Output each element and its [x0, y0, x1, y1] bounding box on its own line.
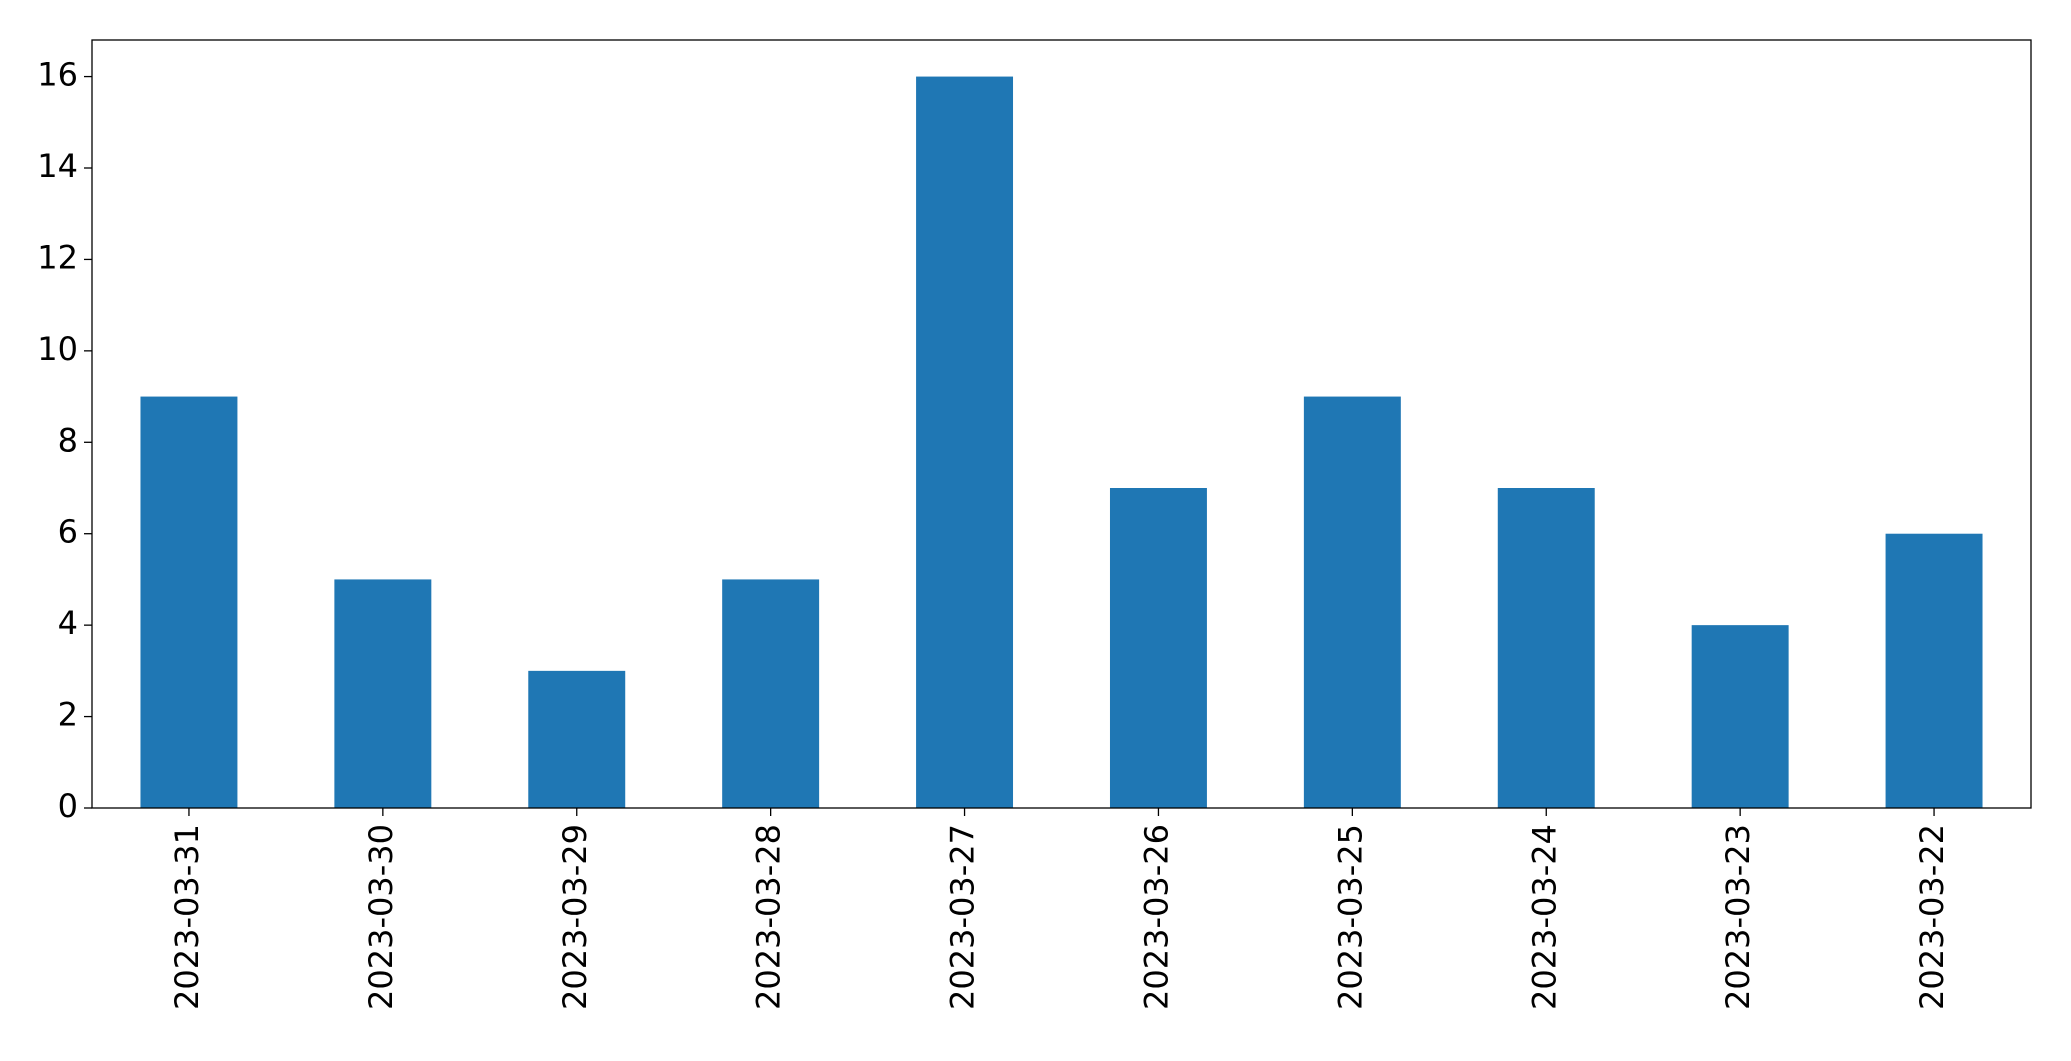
x-tick-label: 2023-03-23	[1719, 824, 1757, 1010]
y-tick-label: 14	[37, 147, 78, 185]
x-tick-label: 2023-03-26	[1137, 824, 1175, 1010]
x-tick-label: 2023-03-28	[750, 824, 788, 1010]
x-tick-label: 2023-03-27	[944, 824, 982, 1010]
y-tick-label: 10	[37, 330, 78, 368]
x-tick-label: 2023-03-22	[1913, 824, 1951, 1010]
y-tick-label: 0	[58, 787, 78, 825]
bar	[1885, 533, 1983, 808]
y-tick-label: 2	[58, 696, 78, 734]
y-tick-label: 6	[58, 513, 78, 551]
x-tick-label: 2023-03-25	[1331, 824, 1369, 1010]
bar	[528, 670, 626, 808]
bar	[1303, 396, 1401, 808]
x-tick-label: 2023-03-30	[362, 824, 400, 1010]
y-tick-label: 8	[58, 421, 78, 459]
x-tick-label: 2023-03-24	[1525, 824, 1563, 1010]
bar	[1691, 625, 1789, 808]
bar	[916, 76, 1014, 809]
bar	[722, 579, 820, 808]
bar	[1497, 488, 1595, 808]
y-tick-label: 12	[37, 238, 78, 276]
y-tick-label: 16	[37, 56, 78, 94]
plot-frame	[91, 39, 2032, 809]
bar	[140, 396, 238, 808]
bar	[1109, 488, 1207, 808]
bar	[334, 579, 432, 808]
x-tick-label: 2023-03-29	[556, 824, 594, 1010]
y-tick-label: 4	[58, 604, 78, 642]
x-tick-label: 2023-03-31	[168, 824, 206, 1010]
